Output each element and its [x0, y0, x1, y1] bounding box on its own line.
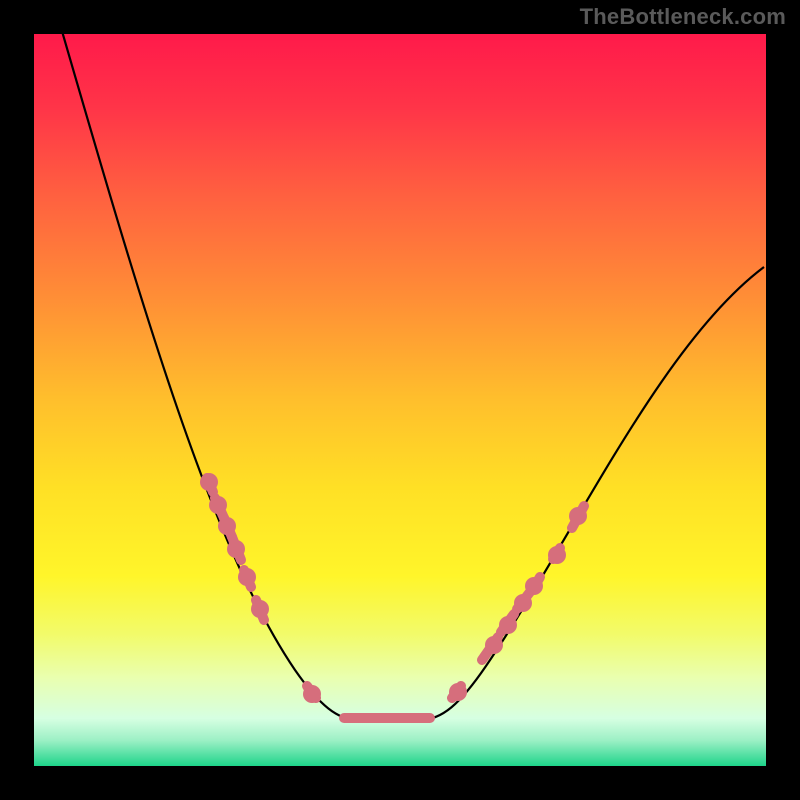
chart-container: { "watermark": "TheBottleneck.com", "cha…: [0, 0, 800, 800]
sample-dot: [485, 636, 503, 654]
bottleneck-chart: [0, 0, 800, 800]
sample-dot: [251, 600, 269, 618]
sample-dot: [303, 685, 321, 703]
sample-dot: [449, 683, 467, 701]
sample-dot: [569, 507, 587, 525]
sample-dot: [499, 616, 517, 634]
sample-dot: [238, 568, 256, 586]
sample-dot: [548, 546, 566, 564]
sample-dot: [209, 496, 227, 514]
sample-dot: [514, 594, 532, 612]
sample-dot: [200, 473, 218, 491]
sample-dot: [525, 577, 543, 595]
plot-background: [34, 34, 766, 766]
sample-dot: [227, 540, 245, 558]
watermark-text: TheBottleneck.com: [580, 4, 786, 30]
sample-dot: [218, 517, 236, 535]
